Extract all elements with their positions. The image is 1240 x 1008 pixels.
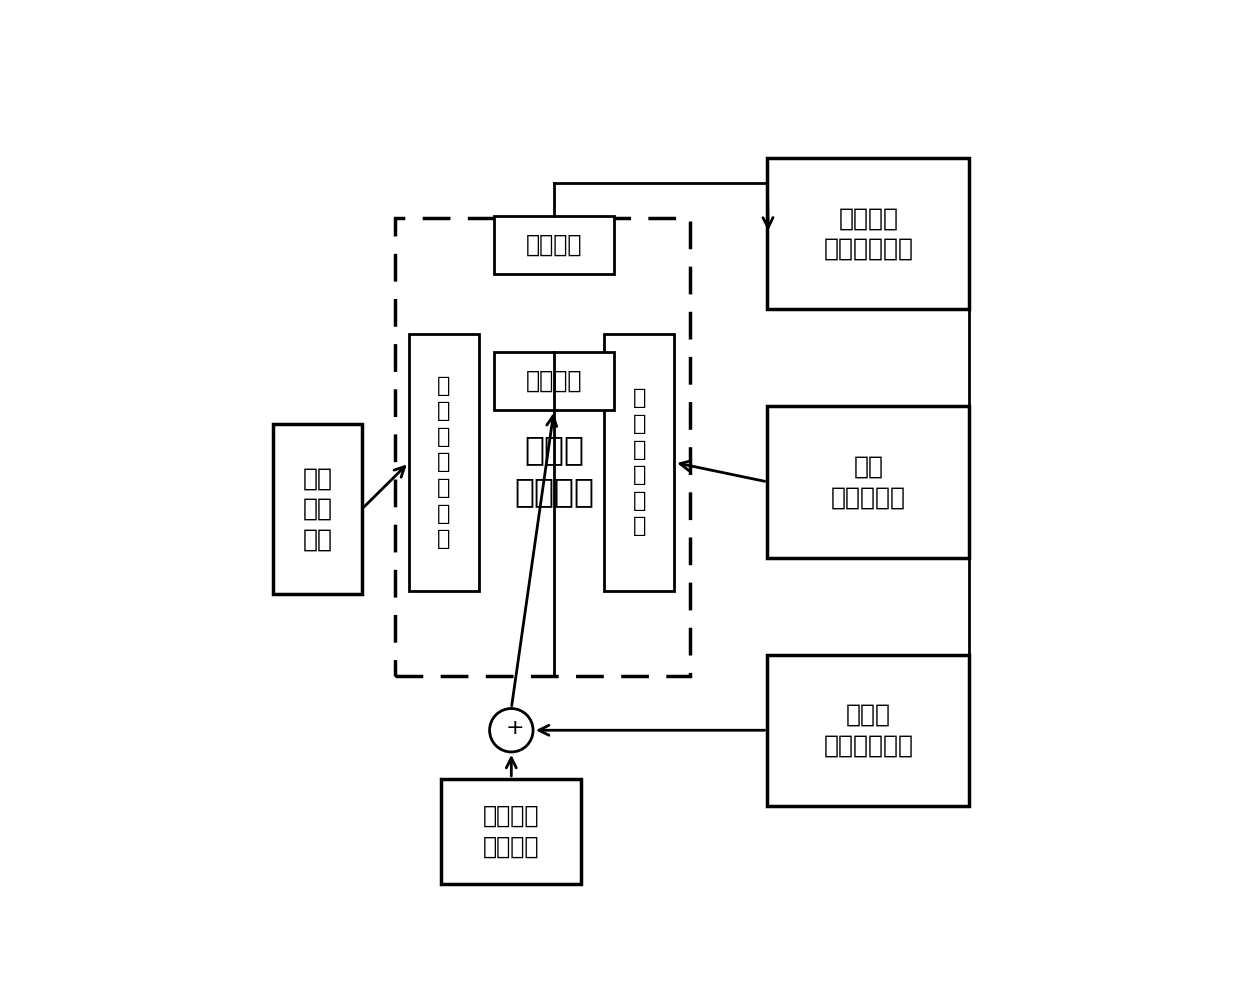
Text: 非
线
性
调
谐
结
构: 非 线 性 调 谐 结 构 <box>438 376 450 549</box>
Text: 余弦注入
调制信号: 余弦注入 调制信号 <box>484 803 539 859</box>
Text: 线
性
调
谐
结
构: 线 性 调 谐 结 构 <box>632 388 646 536</box>
Text: 微机械
加速度计: 微机械 加速度计 <box>515 432 594 508</box>
FancyBboxPatch shape <box>494 352 614 410</box>
FancyBboxPatch shape <box>409 335 479 591</box>
FancyBboxPatch shape <box>494 216 614 274</box>
FancyBboxPatch shape <box>768 654 970 806</box>
Text: 加速度
闭环测量模块: 加速度 闭环测量模块 <box>823 703 914 758</box>
FancyBboxPatch shape <box>768 406 970 557</box>
Text: 高频载波
调制解调模块: 高频载波 调制解调模块 <box>823 207 914 261</box>
Text: 信号输出: 信号输出 <box>526 233 583 257</box>
Text: 固定
调谐
电压: 固定 调谐 电压 <box>303 467 332 551</box>
FancyBboxPatch shape <box>273 423 362 595</box>
Text: 频率
自调节模块: 频率 自调节模块 <box>831 455 906 509</box>
FancyBboxPatch shape <box>441 779 582 884</box>
FancyBboxPatch shape <box>604 335 675 591</box>
Text: 驱动电极: 驱动电极 <box>526 369 583 393</box>
FancyBboxPatch shape <box>768 158 970 309</box>
Text: +: + <box>506 718 525 738</box>
